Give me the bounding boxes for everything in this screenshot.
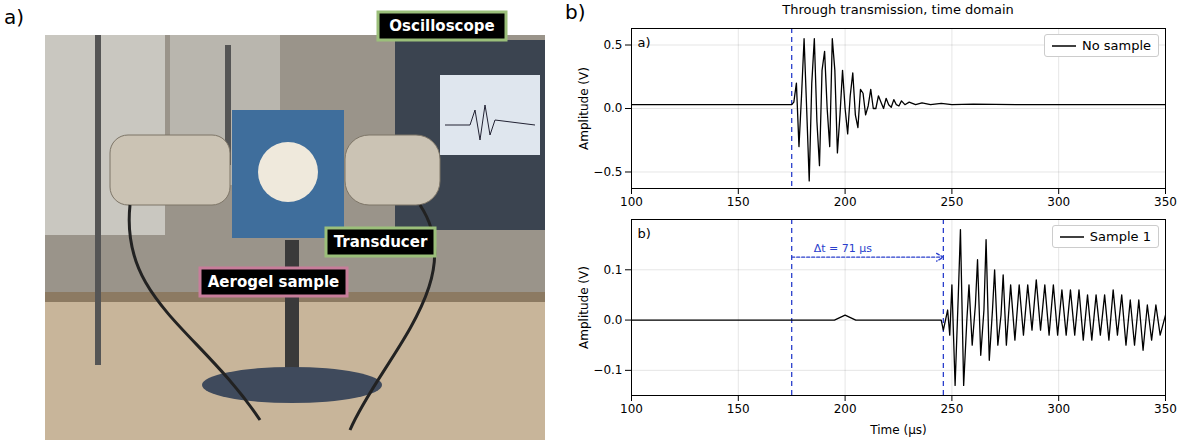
svg-text:0.5: 0.5 <box>603 38 622 52</box>
svg-text:300: 300 <box>1047 402 1070 416</box>
svg-text:100: 100 <box>620 195 643 209</box>
svg-text:0.0: 0.0 <box>603 101 622 115</box>
svg-text:Aerogel sample: Aerogel sample <box>208 273 340 291</box>
svg-text:Δt = 71 μs: Δt = 71 μs <box>814 242 873 255</box>
svg-text:b): b) <box>638 226 651 241</box>
html-text:b): b) <box>565 0 586 24</box>
svg-text:150: 150 <box>727 402 750 416</box>
svg-text:300: 300 <box>1047 195 1070 209</box>
svg-text:200: 200 <box>834 195 857 209</box>
svg-text:a): a) <box>638 35 651 50</box>
svg-text:Amplitude (V): Amplitude (V) <box>577 67 591 150</box>
svg-text:350: 350 <box>1154 195 1177 209</box>
svg-text:a): a) <box>4 5 24 29</box>
svg-text:Oscilloscope: Oscilloscope <box>389 17 494 35</box>
svg-text:−0.1: −0.1 <box>593 363 622 377</box>
html-text:No sample: No sample <box>1081 38 1151 53</box>
svg-text:200: 200 <box>834 402 857 416</box>
svg-text:250: 250 <box>940 402 963 416</box>
svg-text:Transducer: Transducer <box>334 233 428 251</box>
svg-text:0.0: 0.0 <box>603 313 622 327</box>
svg-text:Time (μs): Time (μs) <box>869 423 926 437</box>
svg-text:100: 100 <box>620 402 643 416</box>
svg-text:−0.5: −0.5 <box>593 165 622 179</box>
svg-text:150: 150 <box>727 195 750 209</box>
svg-text:350: 350 <box>1154 402 1177 416</box>
svg-text:0.1: 0.1 <box>603 263 622 277</box>
html-text:Through transmission, time dom: Through transmission, time domain <box>782 2 1014 17</box>
svg-text:Amplitude (V): Amplitude (V) <box>577 266 591 349</box>
html-text:Sample 1: Sample 1 <box>1089 229 1151 244</box>
svg-text:250: 250 <box>940 195 963 209</box>
